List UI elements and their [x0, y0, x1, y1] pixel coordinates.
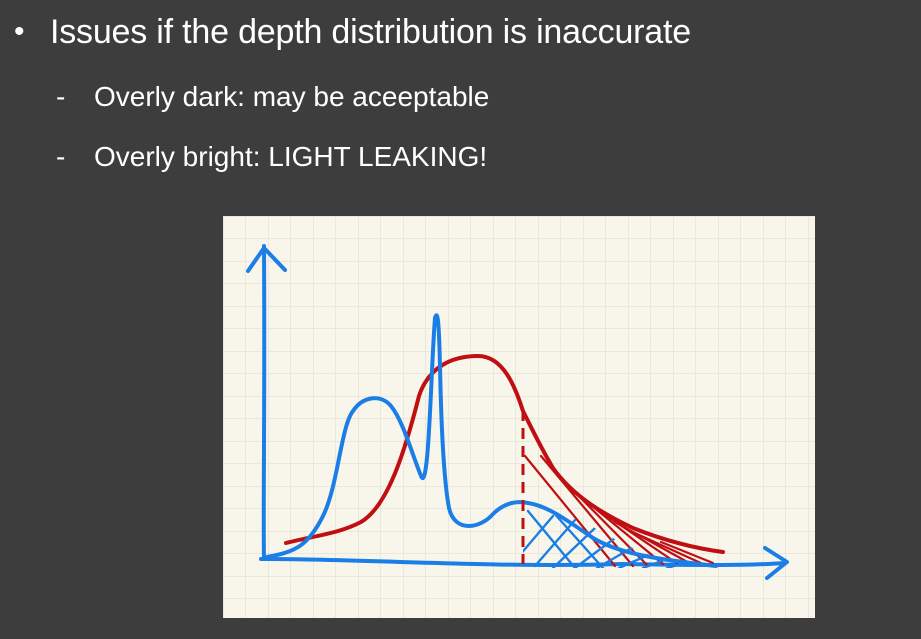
y-axis — [261, 244, 267, 561]
sub-bullet-overly-bright: - Overly bright: LIGHT LEAKING! — [56, 138, 487, 176]
main-bullet: • Issues if the depth distribution is in… — [14, 10, 691, 54]
bullet-marker: • — [14, 15, 25, 48]
x-axis-arrowhead — [763, 546, 789, 580]
bullet-text: Issues if the depth distribution is inac… — [50, 13, 691, 51]
sub-bullet-text: Overly dark: may be aceeptable — [94, 81, 490, 112]
sketch-canvas — [223, 216, 815, 618]
sub-bullet-overly-dark: - Overly dark: may be aceeptable — [56, 78, 489, 116]
blue-distribution-curve — [265, 313, 718, 568]
sub-bullet-marker: - — [56, 81, 66, 112]
red-distribution-curve — [284, 354, 725, 554]
blue-hatch-region — [523, 509, 697, 568]
hand-drawn-depth-distribution-sketch — [223, 216, 815, 618]
sub-bullet-marker: - — [56, 141, 66, 172]
sub-bullet-text: Overly bright: LIGHT LEAKING! — [94, 141, 488, 172]
y-axis-arrowhead — [246, 246, 287, 273]
x-axis — [259, 556, 787, 567]
